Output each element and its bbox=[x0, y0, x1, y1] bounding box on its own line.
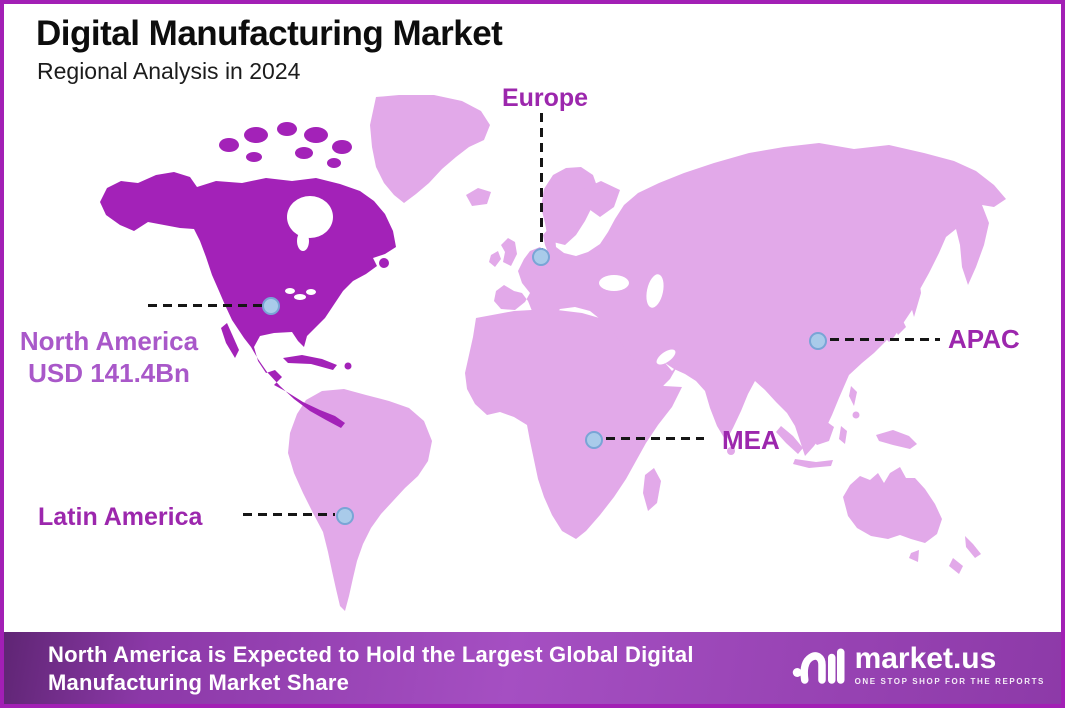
great-lake bbox=[294, 294, 306, 300]
region-label-latin-america: Latin America bbox=[38, 503, 203, 531]
borneo bbox=[809, 419, 834, 445]
header: Digital Manufacturing Market Regional An… bbox=[36, 14, 503, 85]
world-map bbox=[100, 95, 1006, 611]
region-label-europe: Europe bbox=[501, 84, 589, 112]
newfoundland bbox=[379, 258, 389, 268]
new-zealand-north bbox=[965, 536, 981, 558]
australia-region bbox=[843, 467, 942, 543]
region-name: North America bbox=[19, 326, 199, 356]
base-regions bbox=[288, 95, 1006, 611]
japan bbox=[885, 296, 918, 342]
black-sea bbox=[599, 275, 629, 291]
arctic-island bbox=[219, 138, 239, 152]
sulawesi bbox=[839, 426, 847, 444]
footer-headline: North America is Expected to Hold the La… bbox=[48, 641, 694, 697]
sri-lanka bbox=[727, 447, 735, 455]
great-lake bbox=[306, 289, 316, 295]
map-marker-dot bbox=[585, 431, 603, 449]
arctic-island bbox=[304, 127, 328, 143]
leader-line bbox=[830, 338, 940, 341]
page-subtitle: Regional Analysis in 2024 bbox=[37, 58, 301, 84]
arctic-island bbox=[277, 122, 297, 136]
eurasia-region bbox=[494, 143, 1006, 456]
tasmania bbox=[909, 550, 919, 562]
greenland-region bbox=[370, 95, 490, 203]
philippines bbox=[849, 386, 857, 406]
philippines-south bbox=[852, 411, 860, 419]
region-label-mea: MEA bbox=[722, 425, 780, 455]
baja-california bbox=[221, 323, 239, 358]
region-label-apac: APAC bbox=[948, 324, 1020, 354]
scandinavia bbox=[541, 167, 598, 245]
map-marker-dot bbox=[532, 248, 550, 266]
finland bbox=[581, 181, 620, 217]
arctic-island bbox=[295, 147, 313, 159]
africa-region bbox=[465, 309, 682, 539]
marketus-logo-icon bbox=[792, 648, 845, 684]
new-guinea bbox=[876, 430, 917, 449]
leader-line bbox=[243, 513, 335, 516]
uk bbox=[501, 238, 517, 266]
ireland bbox=[489, 251, 501, 267]
map-marker-dot bbox=[336, 507, 354, 525]
logo-tagline: ONE STOP SHOP FOR THE REPORTS bbox=[854, 677, 1045, 686]
north-america-mainland bbox=[100, 172, 396, 428]
region-label-north-america: North America USD 141.4Bn bbox=[10, 325, 208, 389]
logo-text-block: market.us ONE STOP SHOP FOR THE REPORTS bbox=[854, 642, 1045, 687]
new-zealand-south bbox=[949, 558, 963, 574]
footer-banner: North America is Expected to Hold the La… bbox=[4, 632, 1061, 704]
madagascar bbox=[643, 468, 661, 511]
java bbox=[793, 459, 833, 468]
leader-line bbox=[606, 437, 704, 440]
marketus-logo: market.us ONE STOP SHOP FOR THE REPORTS bbox=[792, 643, 1045, 687]
arctic-island bbox=[327, 158, 341, 168]
arctic-island bbox=[246, 152, 262, 162]
map-marker-dot bbox=[809, 332, 827, 350]
logo-name: market.us bbox=[854, 642, 997, 675]
north-america-region bbox=[100, 122, 396, 428]
arctic-island bbox=[332, 140, 352, 154]
hispaniola bbox=[344, 362, 352, 370]
caspian-sea bbox=[646, 274, 664, 308]
leader-line bbox=[540, 113, 543, 250]
region-value: USD 141.4Bn bbox=[28, 358, 190, 388]
leader-line bbox=[148, 304, 262, 307]
page-title: Digital Manufacturing Market bbox=[36, 14, 503, 53]
james-bay bbox=[297, 231, 309, 251]
great-lake bbox=[285, 288, 295, 294]
footer-headline-line2: Manufacturing Market Share bbox=[48, 670, 350, 695]
footer-headline-line1: North America is Expected to Hold the La… bbox=[48, 642, 694, 667]
sumatra bbox=[776, 426, 803, 454]
hudson-bay bbox=[287, 196, 333, 238]
cuba bbox=[283, 355, 337, 370]
persian-gulf bbox=[656, 349, 676, 365]
south-america-region bbox=[288, 389, 432, 611]
arctic-island bbox=[244, 127, 268, 143]
water-bodies bbox=[285, 196, 676, 365]
map-marker-dot bbox=[262, 297, 280, 315]
iceland bbox=[466, 188, 491, 206]
